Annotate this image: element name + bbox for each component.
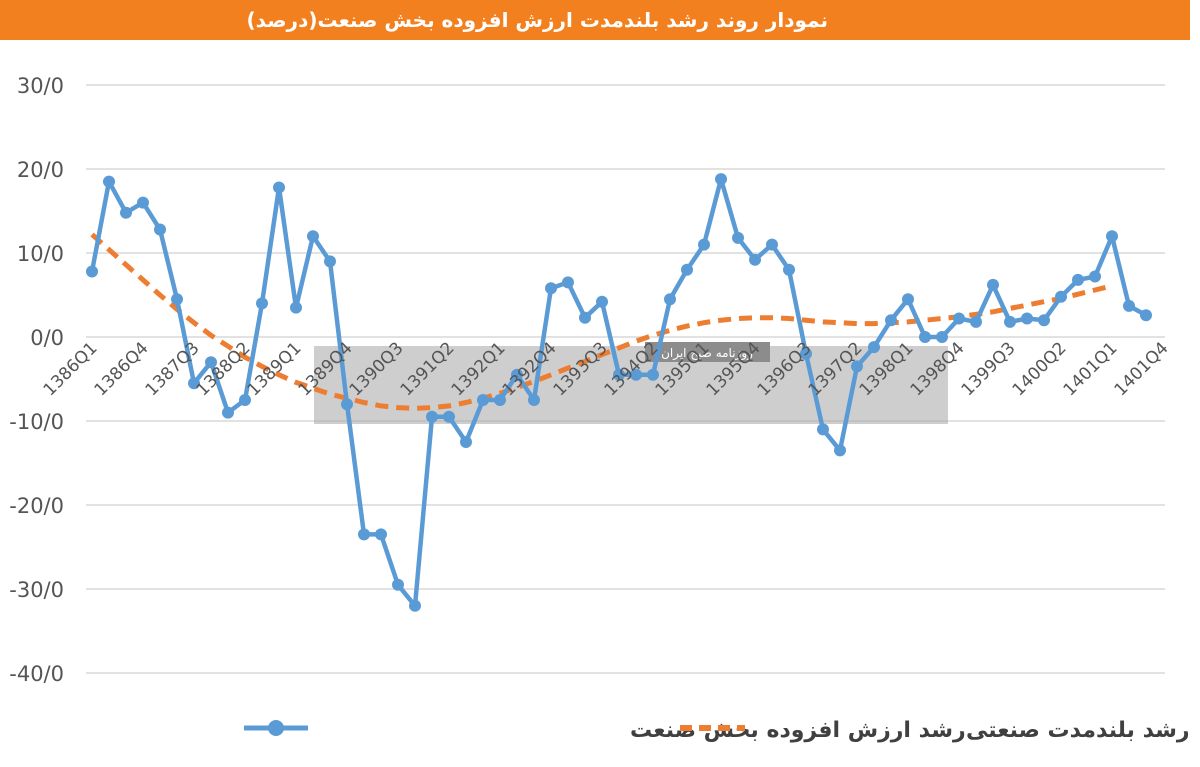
data-point [664, 293, 676, 306]
legend: رشد ارزش افزوده بخش صنعت رشد بلندمدت صنع… [244, 718, 1190, 743]
data-point [460, 436, 472, 448]
y-axis-tick-labels: 30/0 20/0 10/0 0/0 -10/0 -20/0 -30/0 -40/0 [9, 74, 64, 686]
y-tick-label: -30/0 [9, 578, 64, 602]
data-point [239, 394, 251, 406]
data-point [681, 263, 693, 276]
data-point [596, 295, 608, 308]
watermark: روزنامه صبح ایران [314, 342, 948, 424]
data-point [409, 599, 421, 612]
data-point [800, 347, 812, 360]
data-point [392, 578, 404, 591]
y-tick-label: -10/0 [9, 410, 64, 434]
data-point [494, 394, 506, 406]
data-point [1140, 309, 1152, 322]
x-tick-label: 1387Q3 [142, 338, 204, 400]
data-point [647, 368, 659, 381]
legend-trend-label: رشد بلندمدت صنعتی [966, 718, 1190, 743]
data-point [783, 263, 795, 276]
data-point [936, 331, 948, 343]
data-point [902, 293, 914, 306]
data-point [749, 253, 761, 266]
data-point [205, 356, 217, 369]
y-tick-label: 10/0 [17, 242, 64, 266]
watermark-label-box [645, 342, 770, 362]
data-point [579, 311, 591, 324]
data-point [103, 175, 115, 188]
y-tick-label: -40/0 [9, 662, 64, 686]
data-point [358, 528, 370, 541]
data-point [375, 528, 387, 541]
data-point [919, 331, 931, 343]
data-point [545, 282, 557, 295]
data-point [1123, 299, 1135, 312]
y-tick-label: 0/0 [30, 326, 64, 350]
data-point [528, 394, 540, 406]
data-point [851, 360, 863, 373]
data-point [613, 368, 625, 381]
data-point [1055, 290, 1067, 303]
legend-actual-marker [268, 720, 284, 736]
data-point [868, 341, 880, 354]
trend-series [90, 232, 1113, 411]
data-point [970, 315, 982, 328]
data-point [137, 196, 149, 209]
data-point [86, 265, 98, 278]
x-tick-label: 1399Q3 [958, 338, 1020, 400]
watermark-text: روزنامه صبح ایران [661, 346, 753, 361]
data-point [426, 410, 438, 423]
chart-title: نمودار روند رشد بلندمدت ارزش افزوده بخش … [246, 8, 828, 32]
y-tick-label: 20/0 [17, 158, 64, 182]
data-point [715, 173, 727, 186]
data-point [1004, 315, 1016, 328]
data-point [1038, 314, 1050, 327]
data-point [171, 293, 183, 306]
x-tick-label: 1401Q1 [1060, 338, 1122, 400]
data-point [511, 368, 523, 381]
data-point [817, 423, 829, 436]
data-point [273, 181, 285, 194]
actual-series [86, 173, 1152, 612]
data-point [834, 444, 846, 457]
data-point [222, 406, 234, 419]
data-point [1089, 270, 1101, 283]
x-tick-label: 1401Q4 [1111, 338, 1173, 400]
data-point [698, 238, 710, 251]
gridlines [86, 84, 1165, 674]
data-point [1106, 230, 1118, 243]
x-tick-label: 1400Q2 [1009, 338, 1071, 400]
x-tick-label: 1386Q4 [91, 338, 153, 400]
data-point [885, 314, 897, 327]
data-point [188, 377, 200, 390]
data-point [154, 223, 166, 236]
title-bar: نمودار روند رشد بلندمدت ارزش افزوده بخش … [0, 0, 1200, 40]
data-point [307, 230, 319, 243]
data-point [290, 301, 302, 314]
data-point [766, 238, 778, 251]
y-tick-label: 30/0 [17, 74, 64, 98]
data-point [987, 278, 999, 291]
data-point [562, 276, 574, 289]
data-point [1021, 312, 1033, 325]
watermark-band [314, 346, 948, 424]
data-point [256, 297, 268, 310]
data-point [120, 206, 132, 219]
data-point [324, 255, 336, 268]
y-tick-label: -20/0 [9, 494, 64, 518]
data-point [630, 368, 642, 381]
data-point [953, 312, 965, 325]
data-point [341, 398, 353, 411]
data-point [1072, 273, 1084, 286]
data-point [443, 410, 455, 423]
title-bar-end [1190, 0, 1200, 40]
data-point [477, 394, 489, 406]
trend-line [90, 232, 1113, 411]
data-point [732, 231, 744, 244]
